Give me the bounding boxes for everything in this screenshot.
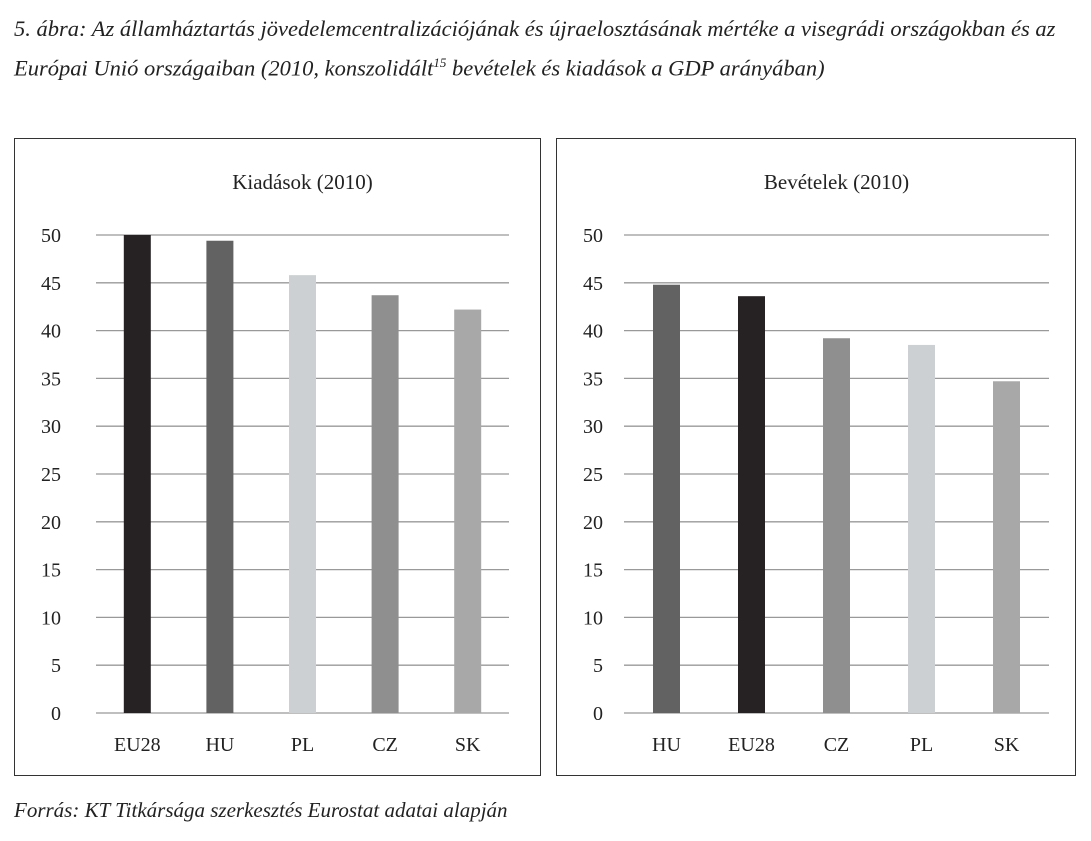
y-tick-label: 35: [41, 368, 61, 390]
y-tick-label: 15: [583, 560, 603, 582]
y-tick-label: 15: [41, 560, 61, 582]
y-tick-label: 40: [41, 321, 61, 343]
y-tick-label: 10: [583, 607, 603, 629]
x-tick-label: EU28: [728, 734, 775, 756]
x-tick-label: PL: [910, 734, 933, 756]
caption-text: 5. ábra: Az államháztartás jövedelemcent…: [14, 16, 1056, 81]
bar-cz: [371, 295, 399, 713]
chart-panel-expenditures: Kiadások (2010) 0 5 10 15 20 25 30 35 40 45 50 EU28 H…: [14, 138, 541, 776]
y-tick-label: 20: [41, 512, 61, 534]
bar-hu: [206, 240, 234, 713]
bar-eu28: [123, 235, 151, 713]
y-tick-label: 5: [593, 655, 603, 677]
x-tick-label: CZ: [372, 734, 398, 756]
x-tick-label: EU28: [114, 734, 161, 756]
caption-text-after: bevételek és kiadások a GDP arányában): [446, 55, 825, 81]
source-note: Forrás: KT Titkársága szerkesztés Eurost…: [14, 798, 508, 822]
chart-title: Kiadások (2010): [232, 170, 373, 194]
bar-pl: [289, 275, 316, 713]
figure-caption: 5. ábra: Az államháztartás jövedelemcent…: [14, 12, 1074, 86]
y-tick-label: 35: [583, 368, 603, 390]
y-tick-label: 45: [583, 273, 603, 295]
y-tick-label: 40: [583, 321, 603, 343]
chart-panel-revenues: Bevételek (2010) 0 5 10 15 20 25 30 35 40 45 50 HU EU…: [556, 138, 1076, 776]
x-tick-label: CZ: [824, 734, 850, 756]
y-tick-label: 30: [41, 416, 61, 438]
x-tick-label: SK: [455, 734, 481, 756]
y-tick-label: 25: [41, 464, 61, 486]
y-tick-label: 30: [583, 416, 603, 438]
y-tick-label: 50: [41, 225, 61, 247]
y-tick-label: 10: [41, 607, 61, 629]
y-tick-label: 20: [583, 512, 603, 534]
bar-sk: [454, 309, 482, 713]
chart-revenues: Bevételek (2010) 0 5 10 15 20 25 30 35 40 45 50 HU EU…: [583, 170, 1049, 756]
caption-footnote: 15: [433, 55, 447, 70]
y-tick-label: 50: [583, 225, 603, 247]
x-tick-label: HU: [205, 734, 234, 756]
bar-hu: [653, 284, 680, 713]
y-tick-label: 0: [51, 703, 61, 725]
y-tick-label: 25: [583, 464, 603, 486]
y-tick-label: 5: [51, 655, 61, 677]
chart-expenditures: Kiadások (2010) 0 5 10 15 20 25 30 35 40 45 50 EU28 H…: [41, 170, 509, 756]
y-tick-label: 0: [593, 703, 603, 725]
bar-cz: [823, 338, 850, 713]
bar-pl: [908, 344, 935, 713]
x-tick-label: PL: [291, 734, 314, 756]
x-tick-label: SK: [994, 734, 1020, 756]
bar-eu28: [738, 296, 765, 713]
x-tick-label: HU: [652, 734, 681, 756]
chart-title: Bevételek (2010): [764, 170, 909, 194]
y-tick-label: 45: [41, 273, 61, 295]
bar-sk: [993, 381, 1020, 713]
